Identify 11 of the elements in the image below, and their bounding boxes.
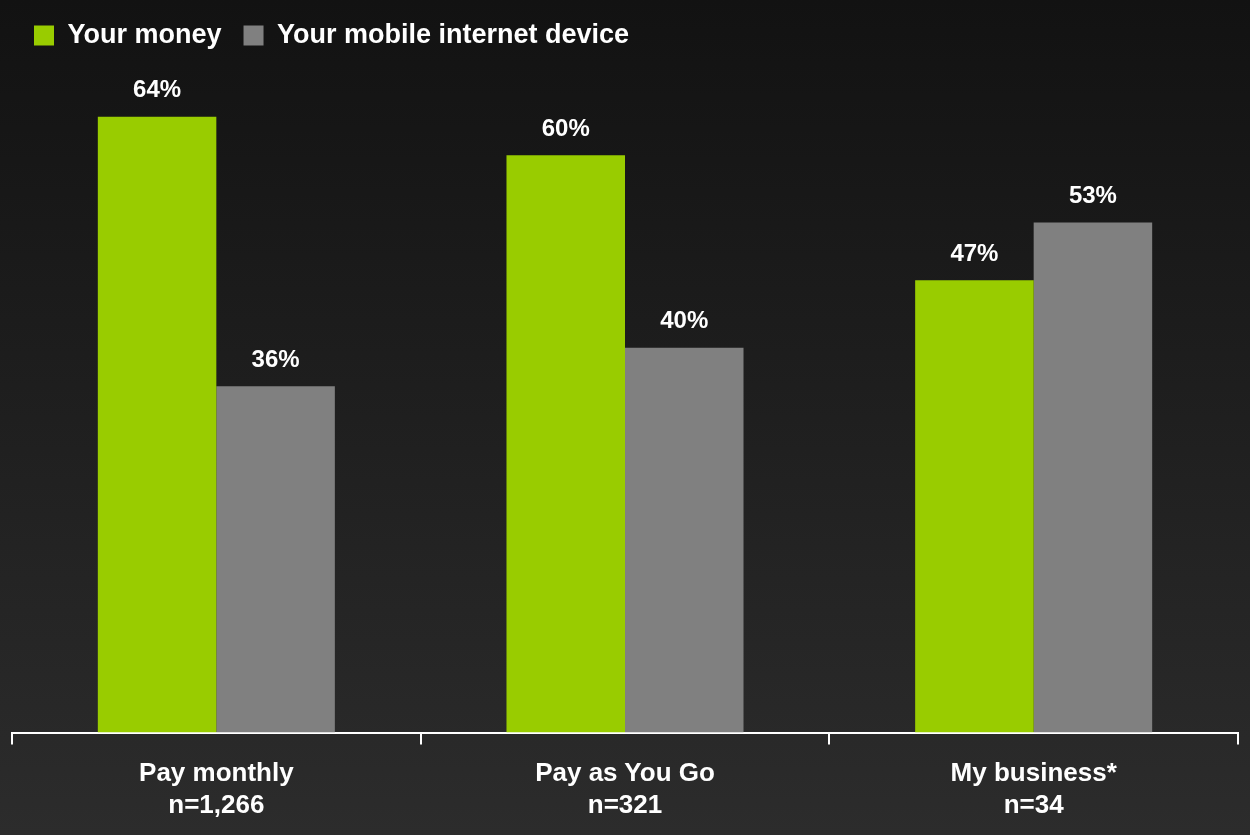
data-label: 36% bbox=[251, 344, 300, 372]
x-tick-label: Pay as You Go n=321 bbox=[535, 757, 715, 819]
data-label: 53% bbox=[1068, 181, 1117, 209]
data-label: 40% bbox=[660, 306, 709, 334]
legend-label: Your mobile internet device bbox=[277, 18, 630, 49]
data-label: 64% bbox=[133, 75, 182, 103]
data-label: 60% bbox=[541, 113, 590, 141]
x-tick-label: My business* n=34 bbox=[950, 757, 1118, 819]
legend-label: Your money bbox=[67, 18, 222, 49]
data-label: 47% bbox=[950, 238, 999, 266]
x-tick-label: Pay monthly n=1,266 bbox=[139, 757, 295, 819]
